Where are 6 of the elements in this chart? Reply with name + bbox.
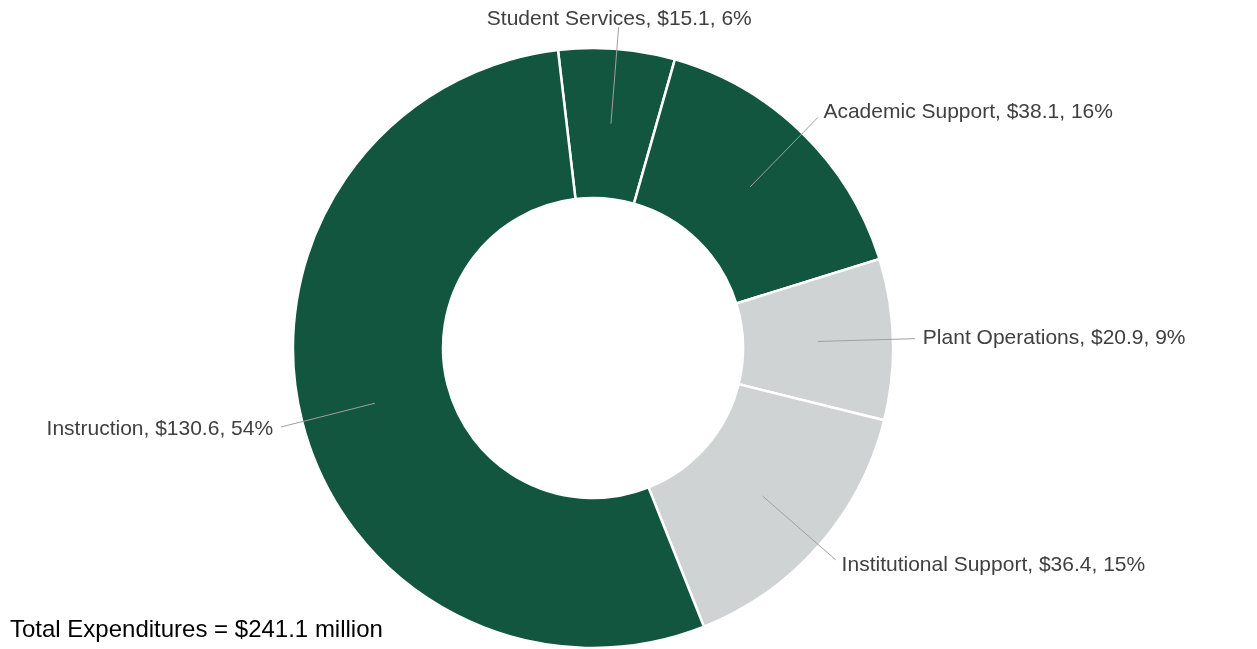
slice-label: Academic Support, $38.1, 16% [823,98,1113,122]
slice-label: Institutional Support, $36.4, 15% [841,552,1146,575]
text: Total Expenditures = $241.1 million [10,615,383,642]
slice-label: Plant Operations, $20.9, 9% [922,325,1186,349]
slice-label: Student Services, $15.1, 6% [486,6,752,30]
slice-label: Instruction, $130.6, 54% [46,415,274,439]
